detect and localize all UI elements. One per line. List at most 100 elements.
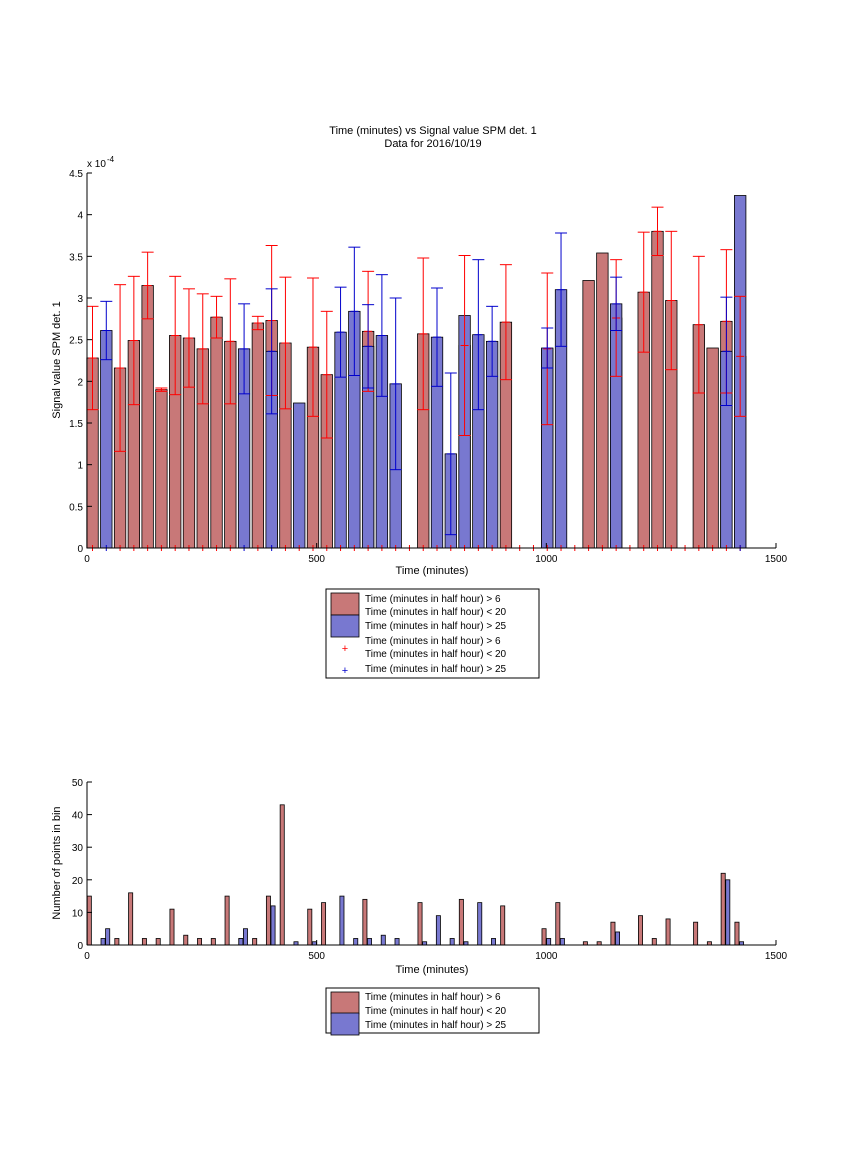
top-y-tick-label: 1.5 — [69, 419, 83, 430]
bottom-chart-y-axis-label: Number of points in bin — [51, 806, 63, 919]
count-bar-a — [114, 938, 120, 946]
top-chart-x-axis-label: Time (minutes) — [396, 565, 469, 577]
count-bar-b — [435, 915, 441, 946]
bar-a — [141, 285, 154, 549]
bottom-x-tick-label: 1500 — [765, 951, 788, 962]
bar-b — [293, 402, 306, 549]
count-bar-a — [665, 918, 671, 946]
count-bar-a — [155, 938, 161, 946]
top-y-tick-label: 2 — [77, 377, 83, 388]
count-bar-a — [128, 892, 134, 946]
top-legend-entry-1: Time (minutes in half hour) > 6 — [365, 594, 501, 605]
top-chart-y-ticks: 0 0.5 1 1.5 2 2.5 3 3.5 4 4.5 — [69, 169, 92, 555]
count-bar-b — [380, 934, 386, 946]
top-y-tick-label: 2.5 — [69, 336, 83, 347]
top-chart-x-ticks: 0 500 1000 1500 — [84, 543, 788, 565]
bottom-chart-legend: Time (minutes in half hour) > 6 Time (mi… — [325, 987, 540, 1036]
bar-a — [596, 252, 609, 549]
count-bar-b — [394, 938, 400, 946]
count-bar-a — [252, 938, 258, 946]
bottom-legend-swatch-b — [330, 1012, 360, 1036]
count-bar-b — [725, 879, 731, 946]
count-bar-a — [651, 938, 657, 946]
count-bar-b — [353, 938, 359, 946]
top-y-tick-label: 4 — [77, 211, 83, 222]
top-legend-box — [325, 588, 540, 679]
top-chart: Time (minutes) vs Signal value SPM det. … — [51, 125, 788, 679]
count-bar-a — [307, 908, 313, 946]
bar-a — [251, 322, 265, 549]
bottom-y-tick-label: 40 — [72, 811, 84, 822]
top-x-tick-label: 0 — [84, 554, 90, 565]
count-bar-a — [610, 921, 616, 946]
count-bar-a — [693, 921, 699, 946]
count-bar-a — [141, 938, 147, 946]
count-bar-b — [238, 938, 244, 946]
count-bar-a — [541, 928, 547, 946]
bar-a — [706, 347, 719, 549]
bottom-x-tick-label: 500 — [308, 951, 325, 962]
bottom-chart-y-ticks: 0 10 20 30 40 50 — [72, 778, 92, 952]
count-bar-b — [105, 928, 111, 946]
bottom-y-tick-label: 0 — [77, 941, 83, 952]
count-bar-a — [734, 921, 740, 946]
bar-a — [651, 230, 664, 549]
count-bar-a — [321, 902, 327, 946]
bottom-legend-entry-2: Time (minutes in half hour) < 20 — [365, 1006, 507, 1017]
count-bar-a — [279, 804, 285, 946]
bottom-y-tick-label: 50 — [72, 778, 84, 789]
count-bar-b — [491, 938, 496, 946]
top-chart-title: Time (minutes) vs Signal value SPM det. … — [329, 125, 536, 137]
top-legend-marker-a: + — [342, 643, 348, 655]
count-bar-b — [339, 895, 345, 946]
count-bar-b — [546, 938, 552, 946]
count-bar-b — [243, 928, 248, 946]
bottom-legend-swatch-a — [330, 991, 360, 1015]
top-legend-entry-5: Time (minutes in half hour) < 20 — [365, 649, 507, 660]
top-y-tick-label: 3.5 — [69, 252, 83, 263]
top-chart-bars — [86, 195, 747, 549]
count-bar-a — [720, 872, 726, 946]
bottom-x-tick-label: 0 — [84, 951, 90, 962]
top-chart-error-bars — [86, 206, 747, 536]
count-bar-b — [367, 938, 372, 946]
bottom-chart-x-ticks: 0 500 1000 1500 — [84, 940, 788, 962]
top-chart-legend: + + Time (minutes in half hour) > 6 Time… — [325, 588, 540, 679]
top-chart-y-exponent-base: x 10 — [87, 159, 106, 170]
bottom-chart-x-axis-label: Time (minutes) — [396, 964, 469, 976]
top-chart-y-exponent-power: -4 — [107, 155, 115, 164]
top-x-tick-label: 500 — [308, 554, 325, 565]
bottom-x-tick-label: 1000 — [535, 951, 558, 962]
count-bar-b — [100, 938, 106, 946]
count-bar-a — [555, 902, 561, 946]
bottom-y-tick-label: 30 — [72, 843, 84, 854]
top-y-tick-label: 0.5 — [69, 502, 83, 513]
top-y-tick-label: 1 — [77, 461, 83, 472]
top-x-tick-label: 1000 — [535, 554, 558, 565]
count-bar-a — [197, 938, 203, 946]
count-bar-a — [183, 934, 189, 946]
bottom-legend-box — [325, 987, 540, 1034]
top-y-tick-label: 4.5 — [69, 169, 83, 180]
count-bar-b — [449, 938, 455, 946]
count-bar-b — [559, 938, 565, 946]
bottom-legend-entry-1: Time (minutes in half hour) > 6 — [365, 992, 501, 1003]
top-legend-entry-4: Time (minutes in half hour) > 6 — [365, 636, 501, 647]
count-bar-a — [362, 898, 368, 946]
count-bar-b — [477, 902, 483, 946]
count-bar-a — [500, 905, 506, 946]
count-bar-a — [458, 898, 464, 946]
bottom-y-tick-label: 10 — [72, 908, 84, 919]
count-bar-a — [224, 895, 230, 946]
count-bar-a — [210, 938, 216, 946]
top-legend-entry-3: Time (minutes in half hour) > 25 — [365, 621, 507, 632]
top-legend-swatch-a — [330, 592, 360, 616]
top-y-tick-label: 3 — [77, 294, 83, 305]
top-legend-entry-6: Time (minutes in half hour) > 25 — [365, 664, 507, 675]
bar-a — [582, 280, 595, 549]
bottom-legend-entry-3: Time (minutes in half hour) > 25 — [365, 1020, 507, 1031]
top-legend-entry-2: Time (minutes in half hour) < 20 — [365, 607, 507, 618]
top-chart-subtitle: Data for 2016/10/19 — [384, 138, 481, 150]
